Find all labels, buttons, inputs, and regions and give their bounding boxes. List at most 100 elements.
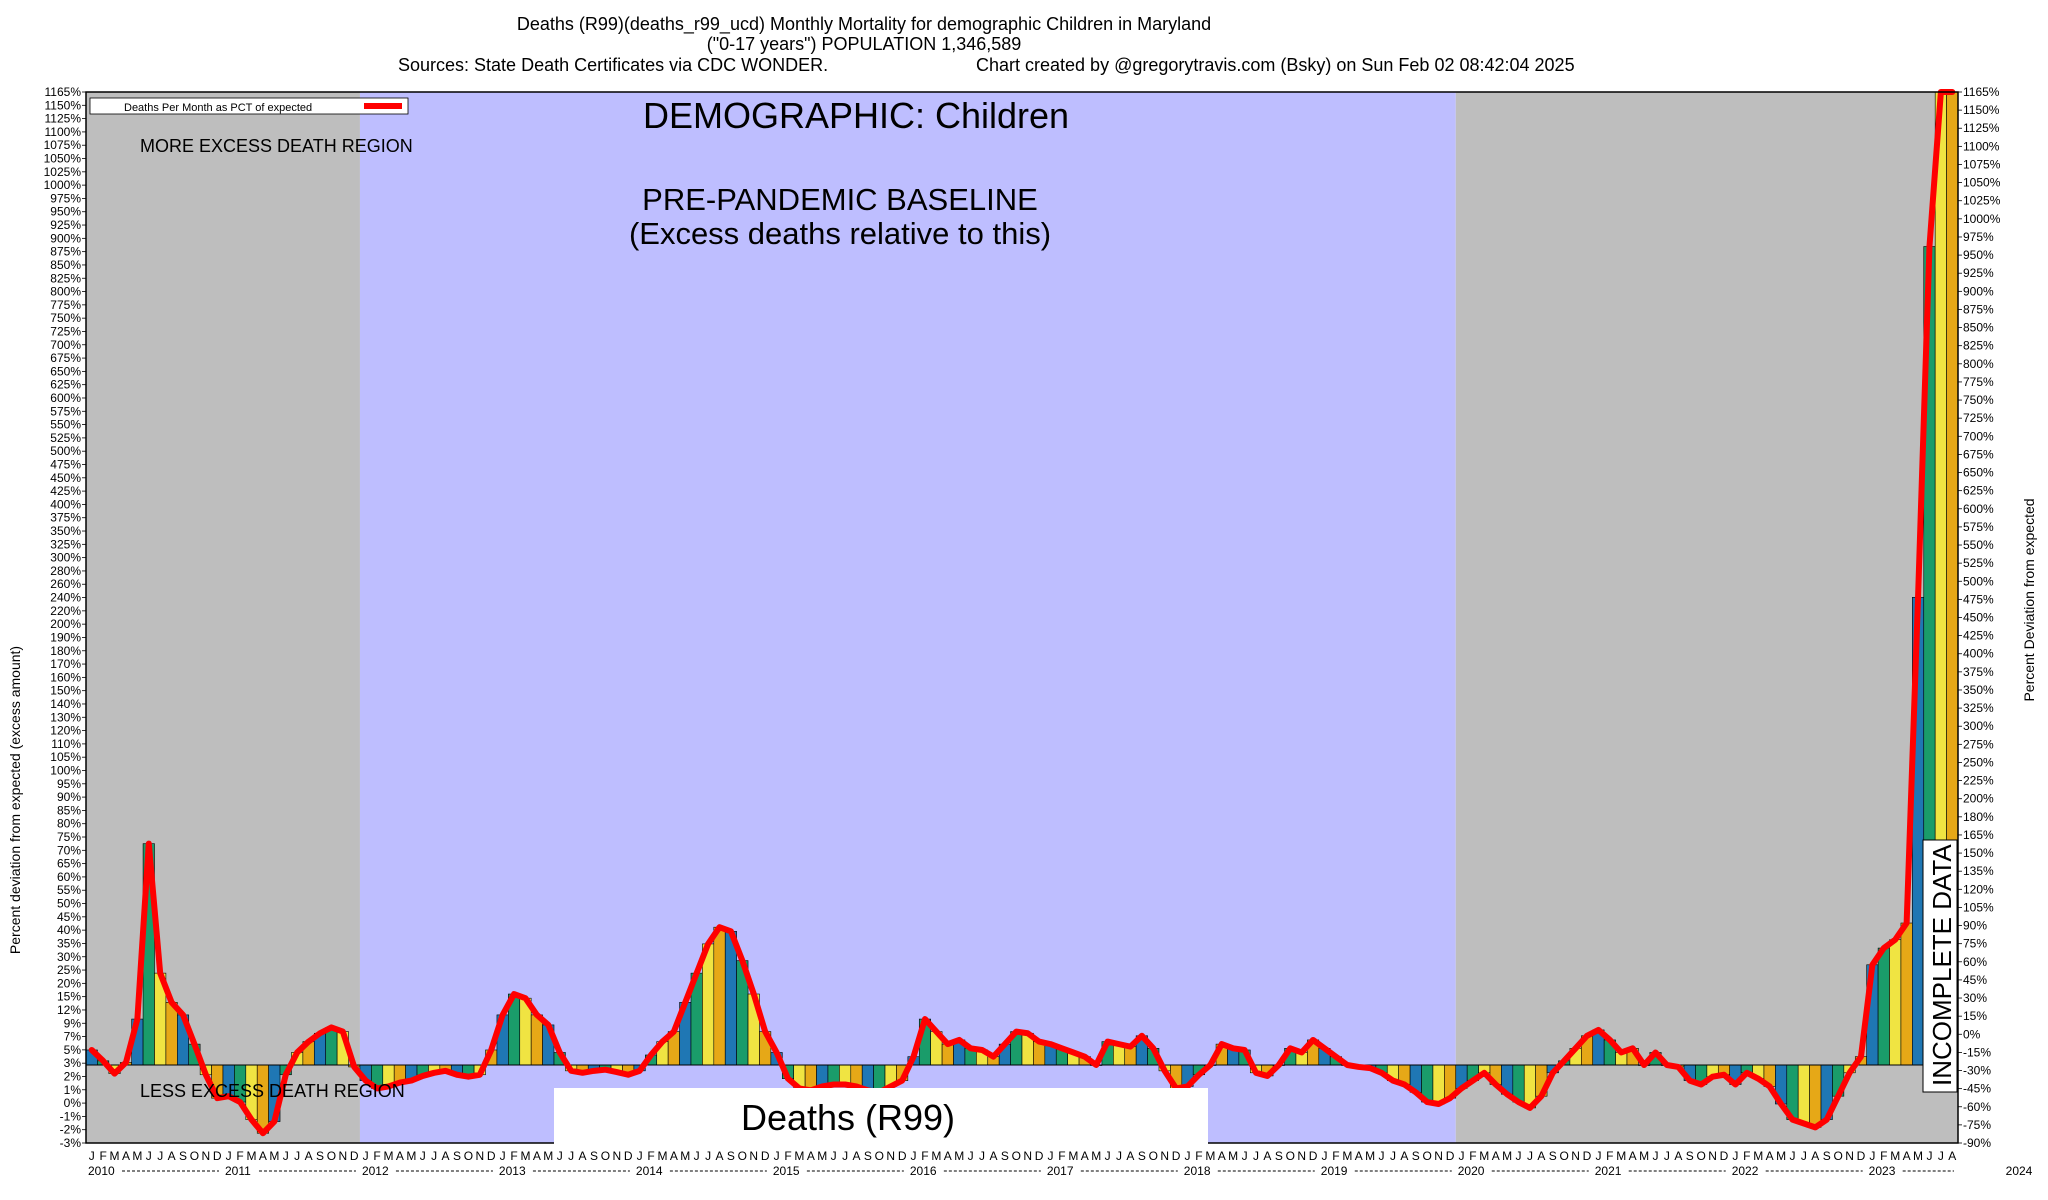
year-tick-label: 2015 bbox=[773, 1164, 800, 1178]
month-tick-label: J bbox=[294, 1149, 300, 1163]
legend-box bbox=[89, 97, 409, 115]
month-tick-label: J bbox=[1379, 1149, 1385, 1163]
y-tick-label: 30% bbox=[1963, 991, 1987, 1005]
month-tick-label: D bbox=[761, 1149, 770, 1163]
month-tick-label: N bbox=[886, 1149, 895, 1163]
y-tick-label: 135% bbox=[1963, 864, 1994, 878]
month-tick-label: J bbox=[1116, 1149, 1122, 1163]
y-tick-label: 675% bbox=[50, 351, 81, 365]
month-tick-label: M bbox=[1502, 1149, 1512, 1163]
month-tick-label: D bbox=[1172, 1149, 1181, 1163]
chart-title-line-2: ("0-17 years") POPULATION 1,346,589 bbox=[707, 34, 1022, 54]
y-tick-label: 1150% bbox=[1963, 103, 2000, 117]
y-tick-label: 850% bbox=[1963, 321, 1994, 335]
y-tick-label: 1050% bbox=[1963, 176, 2001, 190]
month-tick-label: J bbox=[1595, 1149, 1601, 1163]
year-tick-label: 2023 bbox=[1869, 1164, 1896, 1178]
month-tick-label: N bbox=[202, 1149, 211, 1163]
y-tick-label: 30% bbox=[57, 950, 81, 964]
month-tick-label: J bbox=[1732, 1149, 1738, 1163]
month-tick-label: J bbox=[89, 1149, 95, 1163]
y-tick-label: -60% bbox=[1963, 1100, 1991, 1114]
y-tick-label: 55% bbox=[57, 883, 81, 897]
month-tick-label: N bbox=[1434, 1149, 1443, 1163]
month-tick-label: A bbox=[1263, 1149, 1271, 1163]
y-tick-label: 1050% bbox=[44, 152, 82, 166]
y-tick-label: 105% bbox=[50, 750, 81, 764]
month-tick-label: M bbox=[680, 1149, 690, 1163]
month-tick-label: M bbox=[520, 1149, 530, 1163]
month-tick-label: M bbox=[132, 1149, 142, 1163]
bar bbox=[1432, 1064, 1445, 1105]
month-tick-label: A bbox=[1400, 1149, 1408, 1163]
y-tick-label: 12% bbox=[57, 1003, 81, 1017]
y-tick-label: 250% bbox=[1963, 755, 1994, 769]
month-tick-label: J bbox=[1664, 1149, 1670, 1163]
y-tick-label: 1125% bbox=[45, 112, 82, 126]
month-tick-label: N bbox=[1297, 1149, 1306, 1163]
y-tick-label: 140% bbox=[50, 697, 81, 711]
month-tick-label: D bbox=[1720, 1149, 1729, 1163]
y-tick-label: 0% bbox=[1963, 1027, 1981, 1041]
year-tick-label: 2024 bbox=[2006, 1164, 2033, 1178]
month-tick-label: O bbox=[190, 1149, 199, 1163]
y-tick-label: 85% bbox=[57, 803, 81, 817]
month-tick-label: M bbox=[1753, 1149, 1763, 1163]
legend: Deaths Per Month as PCT of expected bbox=[89, 97, 409, 115]
month-tick-label: O bbox=[1423, 1149, 1432, 1163]
y-tick-label: 9% bbox=[64, 1016, 82, 1030]
y-tick-label: 50% bbox=[57, 897, 81, 911]
y-tick-label: 75% bbox=[1963, 937, 1987, 951]
y-tick-label: 165% bbox=[1963, 828, 1994, 842]
pre-baseline-region bbox=[86, 92, 360, 1143]
month-tick-label: A bbox=[122, 1149, 130, 1163]
y-tick-label: 1100% bbox=[45, 125, 82, 139]
year-tick-label: 2016 bbox=[910, 1164, 937, 1178]
baseline-label-2: (Excess deaths relative to this) bbox=[629, 216, 1051, 251]
bar bbox=[1809, 1064, 1822, 1128]
month-tick-label: A bbox=[305, 1149, 313, 1163]
month-tick-label: S bbox=[179, 1149, 187, 1163]
y-tick-label: 220% bbox=[50, 604, 81, 618]
y-tick-label: 1165% bbox=[1963, 85, 2000, 99]
month-tick-label: F bbox=[1743, 1149, 1750, 1163]
y-tick-label: -30% bbox=[1963, 1064, 1991, 1078]
month-tick-label: F bbox=[1606, 1149, 1613, 1163]
month-tick-label: S bbox=[316, 1149, 324, 1163]
month-tick-label: A bbox=[852, 1149, 860, 1163]
y-ticks-right: -90% -75% -60% -45% -30% -15% 0% 15% 30% 45% 60% 75… bbox=[1958, 85, 2001, 1150]
month-tick-label: J bbox=[557, 1149, 563, 1163]
y-tick-label: 800% bbox=[50, 285, 81, 299]
month-tick-label: J bbox=[1527, 1149, 1533, 1163]
month-tick-label: S bbox=[1686, 1149, 1694, 1163]
y-tick-label: 60% bbox=[1963, 955, 1987, 969]
y-tick-label: 600% bbox=[50, 391, 81, 405]
year-tick-label: 2022 bbox=[1732, 1164, 1759, 1178]
y-tick-label: 450% bbox=[1963, 611, 1994, 625]
y-tick-label: 350% bbox=[50, 524, 81, 538]
month-tick-label: F bbox=[99, 1149, 106, 1163]
month-tick-label: M bbox=[794, 1149, 804, 1163]
month-tick-label: A bbox=[442, 1149, 450, 1163]
y-tick-label: 425% bbox=[50, 484, 81, 498]
y-tick-label: 225% bbox=[1963, 774, 1994, 788]
month-tick-label: O bbox=[1833, 1149, 1842, 1163]
month-tick-label: S bbox=[1412, 1149, 1420, 1163]
y-tick-label: 675% bbox=[1963, 447, 1994, 461]
y-tick-label: 90% bbox=[57, 790, 81, 804]
y-tick-label: 300% bbox=[1963, 719, 1994, 733]
month-tick-label: S bbox=[864, 1149, 872, 1163]
month-tick-label: M bbox=[1639, 1149, 1649, 1163]
month-tick-label: J bbox=[911, 1149, 917, 1163]
month-tick-label: A bbox=[396, 1149, 404, 1163]
month-tick-label: J bbox=[831, 1149, 837, 1163]
month-tick-label: M bbox=[817, 1149, 827, 1163]
y-tick-label: 950% bbox=[50, 205, 81, 219]
y-tick-label: 150% bbox=[1963, 846, 1994, 860]
y-tick-label: 75% bbox=[57, 830, 81, 844]
month-tick-label: A bbox=[1126, 1149, 1134, 1163]
y-tick-label: 1100% bbox=[1963, 139, 2000, 153]
chart-title-line-1: Deaths (R99)(deaths_r99_ucd) Monthly Mor… bbox=[517, 14, 1211, 35]
y-tick-label: 750% bbox=[1963, 393, 1994, 407]
